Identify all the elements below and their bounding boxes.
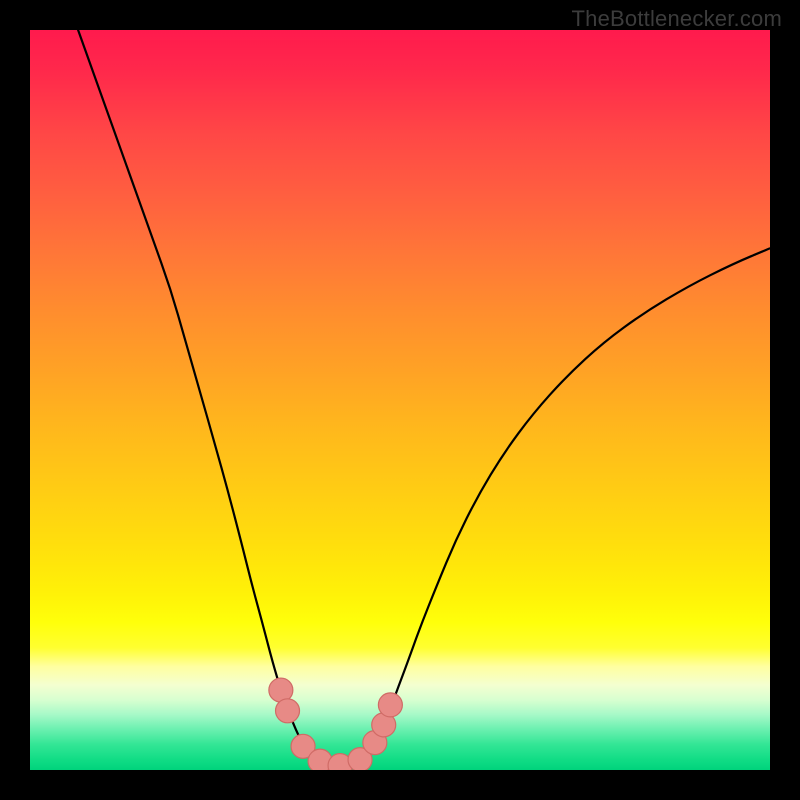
chart-plot-area	[30, 30, 770, 770]
curve-marker	[276, 699, 300, 723]
chart-stage: TheBottlenecker.com	[0, 0, 800, 800]
curve-marker	[378, 693, 402, 717]
chart-svg	[0, 0, 800, 800]
